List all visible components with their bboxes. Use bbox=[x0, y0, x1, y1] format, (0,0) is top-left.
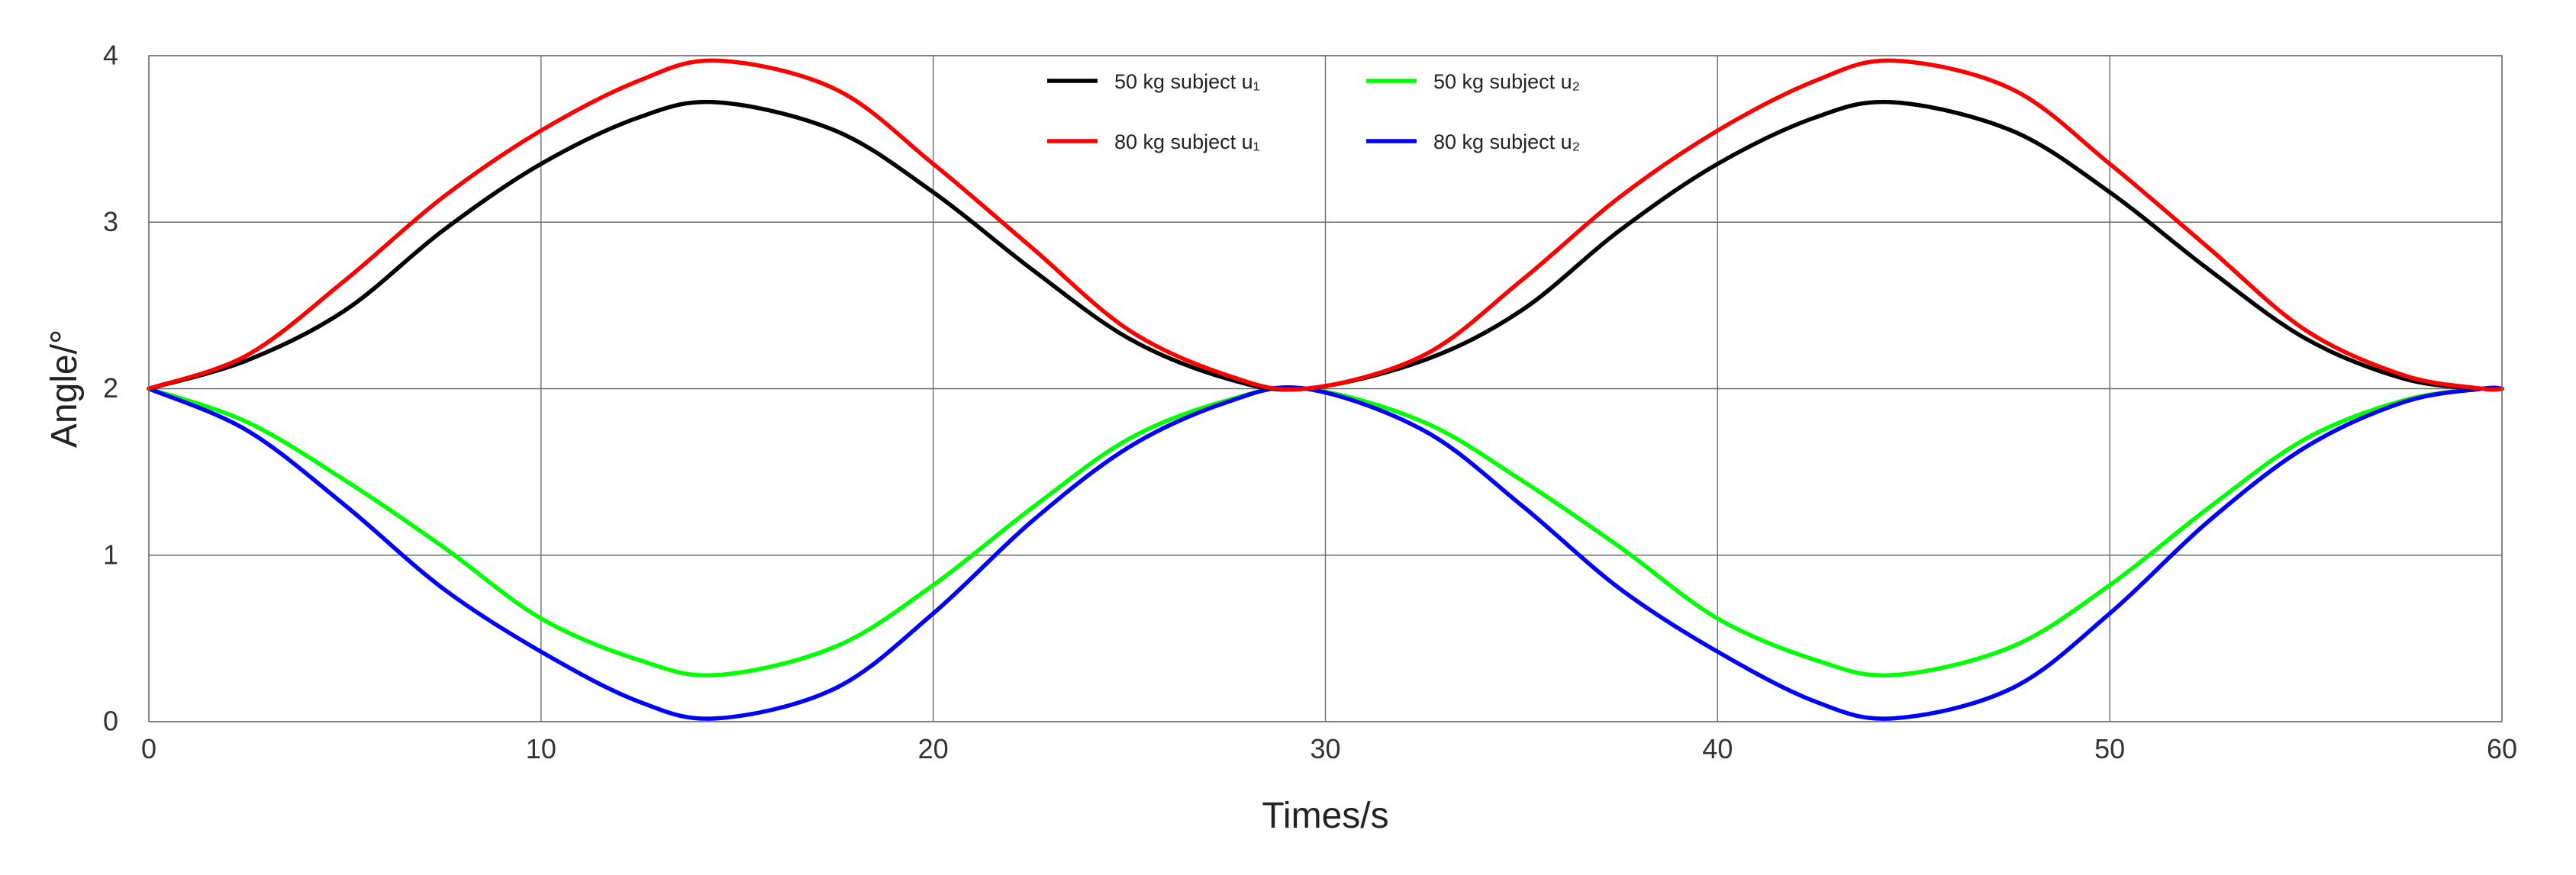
legend-label: 50 kg subject u₂ bbox=[1433, 70, 1580, 93]
legend-label: 80 kg subject u₁ bbox=[1114, 130, 1260, 153]
legend-label: 80 kg subject u₂ bbox=[1433, 130, 1580, 153]
x-tick-label: 40 bbox=[1702, 733, 1733, 764]
legend: 50 kg subject u₁ 80 kg subject u₁ 50 kg su… bbox=[1047, 70, 1580, 153]
legend-label: 50 kg subject u₁ bbox=[1114, 70, 1260, 93]
x-tick-label: 20 bbox=[918, 733, 949, 764]
y-tick-label: 2 bbox=[103, 372, 118, 404]
x-axis-ticks: 0 10 20 30 40 50 60 bbox=[141, 733, 2517, 764]
y-tick-label: 1 bbox=[103, 539, 118, 570]
x-tick-label: 60 bbox=[2487, 733, 2517, 764]
series-line-2 bbox=[147, 58, 2504, 392]
plot-frame bbox=[148, 55, 2503, 722]
y-tick-label: 3 bbox=[103, 206, 118, 237]
y-axis-title: Angle/° bbox=[44, 330, 85, 448]
x-tick-label: 10 bbox=[526, 733, 556, 764]
y-axis-ticks: 0 1 2 3 4 bbox=[103, 40, 118, 737]
x-tick-label: 0 bbox=[141, 733, 156, 764]
series-lines bbox=[147, 58, 2504, 721]
x-axis-title: Times/s bbox=[1262, 796, 1388, 836]
series-line-4 bbox=[147, 384, 2504, 721]
x-tick-label: 50 bbox=[2094, 733, 2125, 764]
y-tick-label: 4 bbox=[103, 40, 118, 71]
y-tick-label: 0 bbox=[103, 706, 118, 737]
x-tick-label: 30 bbox=[1310, 733, 1340, 764]
